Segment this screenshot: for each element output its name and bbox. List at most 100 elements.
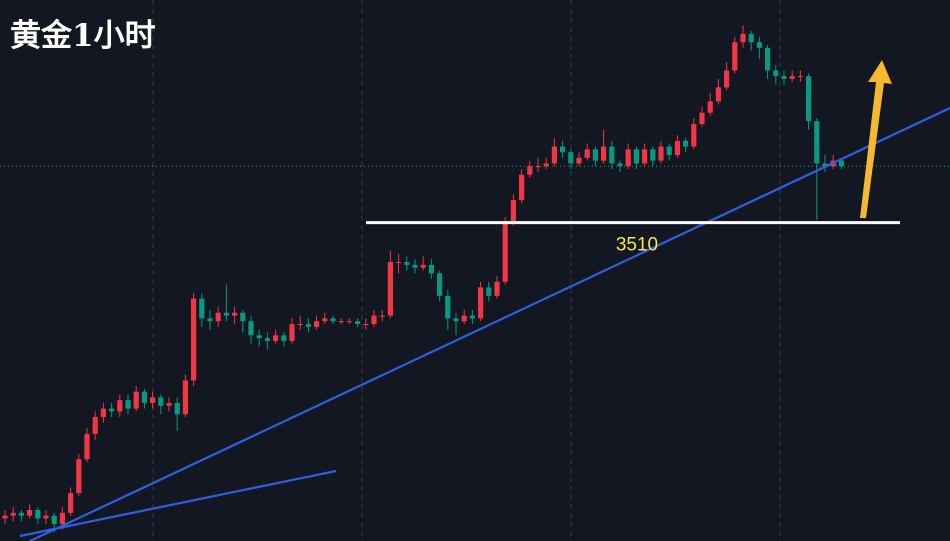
candle-body	[592, 149, 598, 161]
candle-body	[84, 433, 90, 460]
candle-body	[35, 510, 41, 519]
candle-body	[150, 397, 156, 403]
candle-body	[609, 146, 615, 164]
candle-body	[797, 76, 803, 78]
candle-body	[92, 417, 98, 434]
candle-body	[445, 295, 451, 319]
candle-body	[707, 101, 713, 113]
candle-body	[379, 315, 385, 317]
candle-body	[297, 324, 303, 326]
candle-body	[305, 324, 311, 327]
level-label: 3510	[616, 235, 658, 256]
candle-body	[59, 512, 65, 525]
candle-body	[182, 380, 188, 415]
candle-body	[453, 318, 459, 322]
candle-body	[510, 200, 516, 223]
candle-body	[125, 400, 131, 409]
candle-body	[691, 123, 697, 147]
candle-body	[519, 174, 525, 201]
candle-body	[223, 312, 229, 316]
candle-body	[199, 298, 205, 319]
candle-body	[724, 70, 730, 88]
candle-body	[109, 408, 115, 412]
candle-body	[158, 397, 164, 406]
candle-body	[789, 76, 795, 79]
candle-body	[396, 262, 402, 264]
candle-body	[699, 112, 705, 124]
candle-body	[478, 287, 484, 319]
candle-body	[428, 264, 434, 274]
candle-body	[338, 321, 344, 323]
candle-body	[650, 149, 656, 161]
arrow-shape	[860, 60, 892, 218]
candle-body	[166, 402, 172, 406]
trend-line	[29, 107, 950, 541]
candle-body	[207, 318, 213, 322]
candle-body	[117, 400, 123, 412]
candle-body	[68, 493, 74, 513]
candle-body	[683, 140, 689, 147]
candle-body	[814, 121, 820, 164]
candle-body	[264, 338, 270, 341]
candle-body	[43, 515, 49, 519]
candle-body	[765, 47, 771, 71]
candle-body	[256, 335, 262, 339]
candle-body	[486, 287, 492, 296]
candle-body	[27, 510, 33, 516]
candle-body	[633, 149, 639, 164]
candle-body	[551, 146, 557, 164]
candle-body	[740, 33, 746, 43]
candle-body	[543, 163, 549, 167]
candle-body	[322, 318, 328, 322]
candle-body	[314, 321, 320, 327]
candle-body	[51, 515, 57, 525]
candle-body	[461, 315, 467, 322]
candle-body	[625, 149, 631, 167]
candle-body	[10, 512, 16, 516]
candle-body	[273, 335, 279, 341]
candle-body	[248, 321, 254, 336]
candle-body	[576, 157, 582, 164]
candle-body	[133, 391, 139, 409]
candle-body	[387, 262, 393, 316]
candle-body	[174, 402, 180, 415]
time-grid	[152, 0, 781, 541]
candle-body	[363, 324, 369, 326]
candle-body	[355, 321, 361, 325]
candle-body	[412, 264, 418, 268]
candle-body	[748, 33, 754, 43]
candle-body	[494, 281, 500, 296]
candle-body	[806, 76, 812, 122]
candle-body	[289, 324, 295, 341]
candle-body	[781, 76, 787, 79]
candle-body	[371, 315, 377, 325]
candle-body	[191, 298, 197, 381]
candle-body	[18, 512, 24, 516]
candles	[0, 25, 950, 533]
candle-body	[617, 163, 623, 167]
candle-body	[560, 146, 566, 153]
chart-title: 黄金1小时	[10, 18, 156, 54]
candle-body	[502, 222, 508, 282]
candle-body	[240, 312, 246, 322]
candle-body	[527, 166, 533, 175]
candle-body	[658, 146, 664, 161]
candle-body	[715, 87, 721, 102]
candle-body	[346, 321, 352, 323]
candle-body	[437, 273, 443, 296]
candle-body	[601, 146, 607, 161]
trend-line	[19, 469, 337, 538]
candle-body	[773, 70, 779, 77]
candle-body	[584, 149, 590, 158]
candle-body	[2, 515, 8, 519]
candle-body	[141, 391, 147, 403]
arrow	[860, 60, 892, 218]
candle-body	[404, 262, 410, 265]
candle-body	[100, 408, 106, 418]
candle-body	[568, 152, 574, 164]
candle-body	[666, 146, 672, 155]
candle-body	[535, 166, 541, 168]
candle-body	[420, 264, 426, 268]
